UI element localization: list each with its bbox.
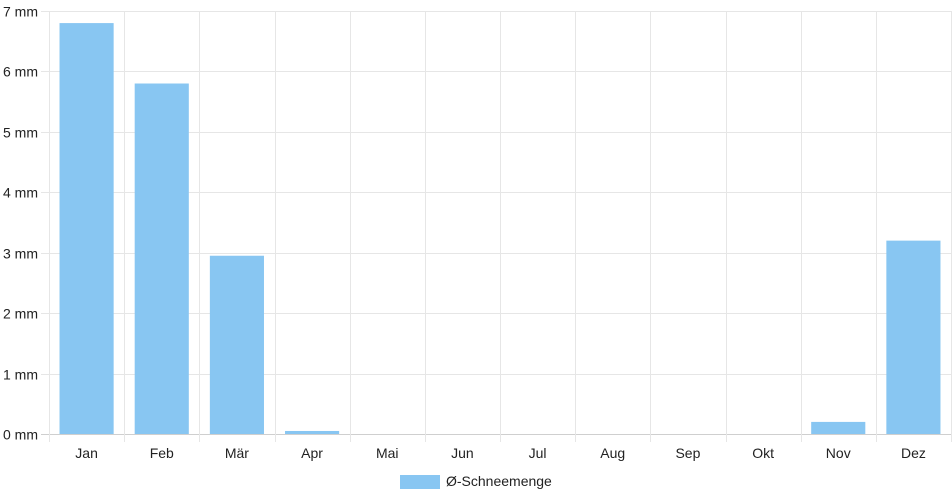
bar-nov[interactable]	[811, 421, 866, 434]
x-tick-label: Okt	[752, 445, 774, 461]
y-tick-label: 5 mm	[3, 125, 38, 141]
y-axis-ticks: 0 mm 1 mm 2 mm 3 mm 4 mm 5 mm 6 mm 7 mm	[3, 4, 38, 443]
x-axis-ticks: Jan Feb Mär Apr Mai Jun Jul Aug Sep Okt Nov Dez	[75, 445, 926, 461]
y-tick-label: 0 mm	[3, 427, 38, 443]
x-tick-label: Sep	[675, 445, 700, 461]
y-tick-label: 4 mm	[3, 185, 38, 201]
bar-mär[interactable]	[209, 255, 264, 434]
bars	[59, 23, 941, 434]
y-tick-label: 7 mm	[3, 4, 38, 20]
x-tick-label: Apr	[301, 445, 323, 461]
legend[interactable]: Ø-Schneemenge	[400, 473, 552, 489]
x-tick-label: Jul	[529, 445, 547, 461]
y-tick-label: 6 mm	[3, 64, 38, 80]
x-tick-label: Jan	[75, 445, 98, 461]
x-tick-label: Feb	[150, 445, 174, 461]
x-tick-label: Mär	[225, 445, 249, 461]
grid-lines	[41, 11, 952, 442]
bar-jan[interactable]	[59, 23, 114, 434]
x-tick-label: Dez	[901, 445, 926, 461]
legend-swatch[interactable]	[400, 475, 440, 489]
bar-apr[interactable]	[285, 430, 340, 434]
x-tick-label: Mai	[376, 445, 399, 461]
bar-feb[interactable]	[134, 83, 189, 434]
y-tick-label: 2 mm	[3, 306, 38, 322]
x-tick-label: Aug	[600, 445, 625, 461]
y-tick-label: 1 mm	[3, 367, 38, 383]
bar-dez[interactable]	[886, 240, 941, 434]
x-tick-label: Jun	[451, 445, 474, 461]
x-tick-label: Nov	[826, 445, 851, 461]
legend-label[interactable]: Ø-Schneemenge	[446, 473, 552, 489]
y-tick-label: 3 mm	[3, 246, 38, 262]
